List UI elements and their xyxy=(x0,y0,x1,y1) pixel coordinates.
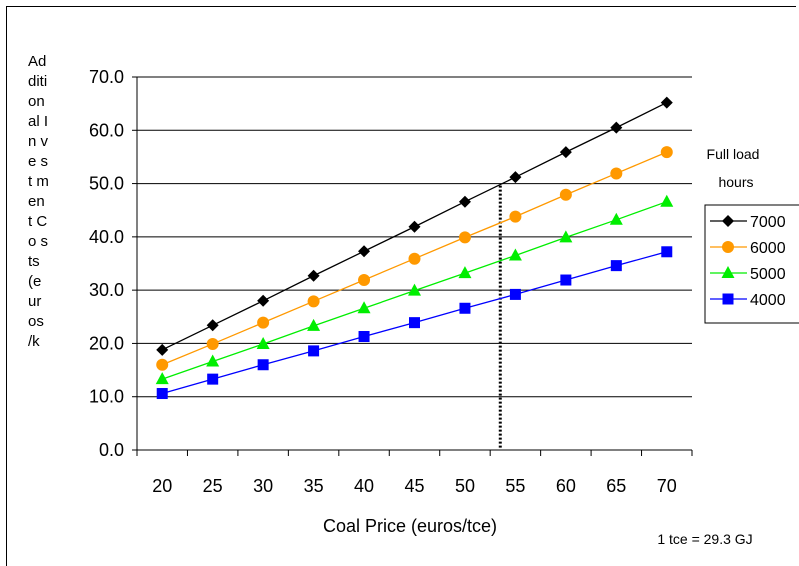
y-tick-label: 0.0 xyxy=(99,440,124,460)
data-point xyxy=(459,302,471,314)
data-point xyxy=(307,318,321,331)
data-point xyxy=(559,146,572,159)
legend-label: 4000 xyxy=(750,292,786,309)
legend-label: 6000 xyxy=(750,240,786,257)
data-point xyxy=(458,266,472,279)
data-point xyxy=(308,345,320,357)
data-point xyxy=(559,230,573,243)
data-point xyxy=(156,388,168,400)
y-tick-label: 50.0 xyxy=(89,174,124,194)
x-tick-label: 70 xyxy=(657,476,677,496)
x-tick-label: 65 xyxy=(606,476,626,496)
data-point xyxy=(156,343,169,356)
data-point xyxy=(409,317,420,329)
y-tick-label: 10.0 xyxy=(89,387,124,407)
data-point xyxy=(509,171,522,184)
data-point xyxy=(257,359,269,371)
data-point xyxy=(609,212,623,225)
x-tick-label: 55 xyxy=(505,476,525,496)
data-point xyxy=(256,336,270,349)
data-point xyxy=(458,231,471,244)
y-tick-label: 60.0 xyxy=(89,120,124,140)
data-point xyxy=(509,210,522,223)
axes xyxy=(132,76,693,456)
data-point xyxy=(155,372,169,385)
data-point xyxy=(206,337,219,350)
legend-marker xyxy=(721,266,735,278)
x-tick-label: 30 xyxy=(253,476,273,496)
data-point xyxy=(358,274,371,287)
data-point xyxy=(560,274,572,286)
data-point xyxy=(660,96,673,109)
legend-box xyxy=(704,204,799,324)
x-tick-label: 20 xyxy=(152,476,172,496)
x-tick-label: 60 xyxy=(556,476,576,496)
legend-title-line2: hours xyxy=(718,174,753,190)
y-axis-label: Ad diti on al In ve st m en t Co sts (e … xyxy=(28,53,49,350)
data-point xyxy=(508,248,522,261)
y-tick-label: 20.0 xyxy=(89,333,124,353)
data-point xyxy=(559,188,572,201)
legend: 7000 6000 5000 4000 xyxy=(704,204,799,324)
data-point xyxy=(408,252,421,265)
series-4000 xyxy=(156,246,673,400)
legend-item-5000: 5000 xyxy=(710,266,786,283)
series-5000 xyxy=(155,194,674,385)
data-point xyxy=(358,245,371,258)
x-tick-label: 40 xyxy=(354,476,374,496)
data-point xyxy=(610,167,623,180)
y-tick-labels: 0.0 10.0 20.0 30.0 40.0 50.0 60.0 70.0 xyxy=(89,67,124,460)
data-point xyxy=(408,220,421,233)
data-point xyxy=(610,121,623,134)
footnote: 1 tce = 29.3 GJ xyxy=(657,531,752,547)
legend-marker xyxy=(722,293,734,305)
y-tick-label: 70.0 xyxy=(89,67,124,87)
legend-item-6000: 6000 xyxy=(710,240,786,257)
data-point xyxy=(257,294,270,307)
x-tick-label: 50 xyxy=(455,476,475,496)
data-point xyxy=(206,354,220,367)
data-point xyxy=(257,316,270,329)
y-tick-label: 30.0 xyxy=(89,280,124,300)
data-point xyxy=(206,319,219,332)
legend-title-line1: Full load xyxy=(707,146,760,162)
data-point xyxy=(357,301,371,314)
legend-label: 5000 xyxy=(750,266,786,283)
x-tick-labels: 20 25 30 35 40 45 50 55 60 65 70 xyxy=(152,476,677,496)
data-point xyxy=(660,146,673,159)
data-point xyxy=(661,246,673,258)
data-point xyxy=(509,288,521,300)
x-tick-label: 35 xyxy=(304,476,324,496)
legend-item-7000: 7000 xyxy=(710,214,786,231)
legend-marker xyxy=(722,241,734,253)
y-tick-label: 40.0 xyxy=(89,227,124,247)
gridlines xyxy=(137,76,692,398)
series-6000 xyxy=(156,146,673,371)
data-point xyxy=(458,195,471,208)
data-point xyxy=(610,260,622,272)
x-tick-label: 25 xyxy=(203,476,223,496)
x-axis-label: Coal Price (euros/tce) xyxy=(323,516,497,536)
legend-label: 7000 xyxy=(750,214,786,231)
data-point xyxy=(358,331,370,343)
data-point xyxy=(408,283,421,296)
data-point xyxy=(307,269,320,282)
series-7000 xyxy=(156,96,673,356)
chart-frame xyxy=(6,6,796,566)
data-point xyxy=(207,373,219,385)
data-point xyxy=(660,194,674,207)
legend-marker xyxy=(722,215,734,227)
legend-item-4000: 4000 xyxy=(710,292,786,309)
series-group xyxy=(155,96,674,450)
data-point xyxy=(307,295,320,308)
data-point xyxy=(156,358,169,371)
x-tick-label: 45 xyxy=(404,476,424,496)
